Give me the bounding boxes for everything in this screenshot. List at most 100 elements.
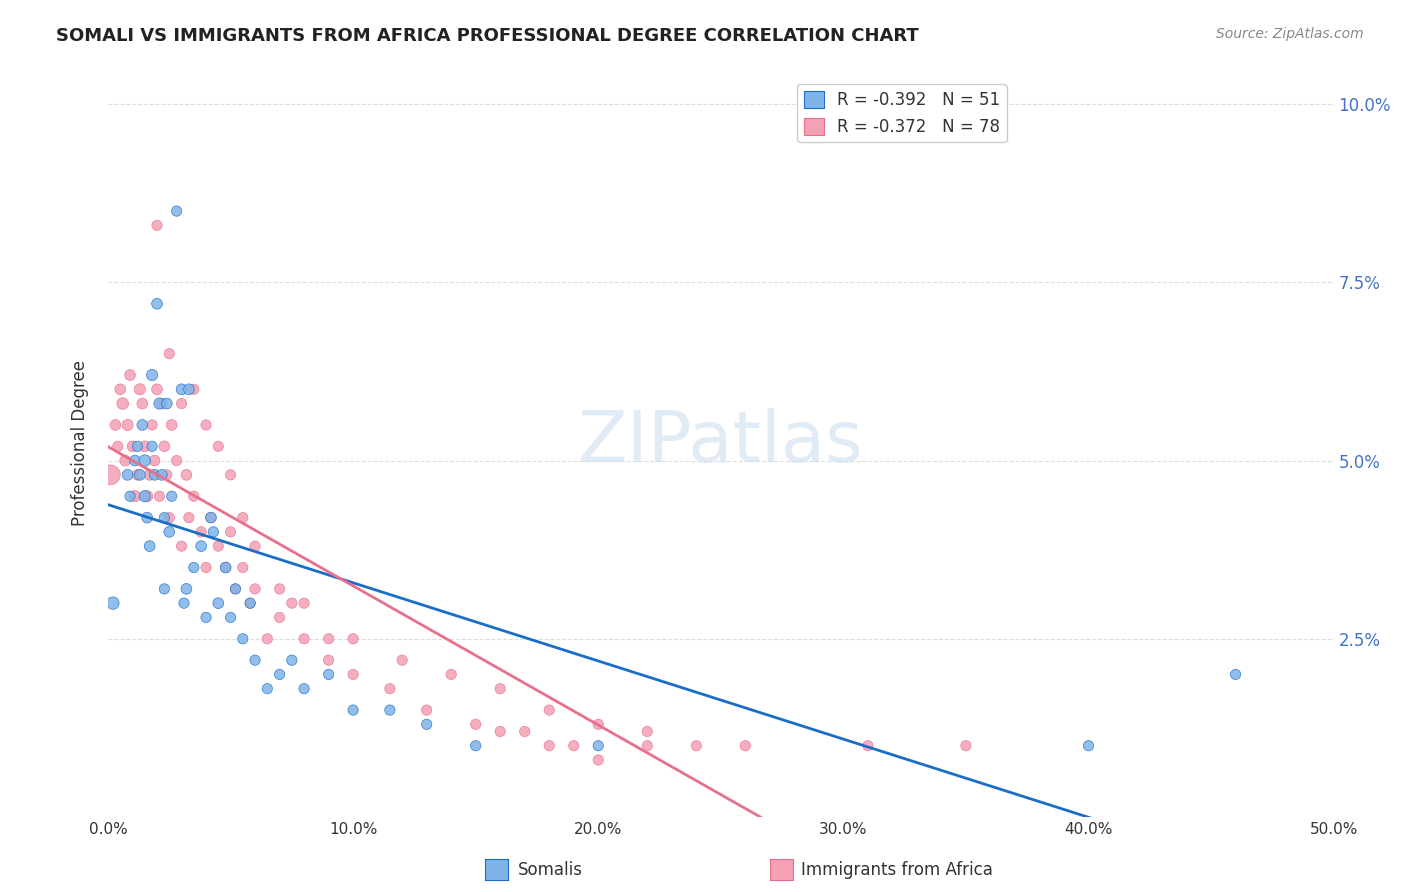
Point [239, 596, 262, 610]
Point [636, 739, 658, 753]
Point [538, 703, 561, 717]
Point [128, 382, 150, 396]
Point [224, 582, 246, 596]
Point [489, 681, 512, 696]
Point [146, 297, 169, 311]
Point [107, 439, 129, 453]
Point [128, 467, 150, 482]
Point [117, 467, 139, 482]
Point [121, 439, 143, 453]
Point [202, 524, 225, 539]
Point [177, 510, 200, 524]
Point [219, 467, 242, 482]
Point [143, 453, 166, 467]
Point [224, 582, 246, 596]
Point [166, 204, 188, 219]
Point [318, 653, 340, 667]
Point [160, 417, 183, 432]
Point [195, 560, 218, 574]
Point [138, 467, 160, 482]
Point [214, 560, 236, 574]
Point [176, 467, 198, 482]
Point [177, 382, 200, 396]
Point [856, 739, 879, 753]
Point [232, 560, 254, 574]
Point [586, 739, 609, 753]
Point [391, 653, 413, 667]
Point [239, 596, 262, 610]
Point [195, 417, 218, 432]
Point [219, 610, 242, 624]
Point [131, 396, 153, 410]
Point [114, 453, 136, 467]
Point [538, 739, 561, 753]
Point [292, 632, 315, 646]
Legend: R = -0.392   N = 51, R = -0.372   N = 78: R = -0.392 N = 51, R = -0.372 N = 78 [797, 85, 1007, 143]
Text: Somalis: Somalis [517, 861, 582, 879]
Point [207, 539, 229, 553]
Point [150, 467, 173, 482]
Point [143, 467, 166, 482]
Point [138, 539, 160, 553]
Point [378, 703, 401, 717]
Point [183, 489, 205, 503]
Y-axis label: Professional Degree: Professional Degree [72, 359, 89, 525]
Point [200, 510, 222, 524]
Point [170, 382, 193, 396]
Point [207, 439, 229, 453]
Point [1225, 667, 1247, 681]
Point [200, 510, 222, 524]
Point [153, 439, 176, 453]
Point [141, 368, 163, 382]
Point [440, 667, 463, 681]
Point [170, 539, 193, 553]
Text: Source: ZipAtlas.com: Source: ZipAtlas.com [1216, 27, 1364, 41]
Point [342, 667, 364, 681]
Point [146, 382, 169, 396]
Point [256, 681, 278, 696]
Point [157, 346, 180, 360]
Point [415, 717, 437, 731]
Point [342, 632, 364, 646]
Point [219, 524, 242, 539]
Point [127, 467, 149, 482]
Point [195, 610, 218, 624]
Point [281, 653, 304, 667]
Point [141, 417, 163, 432]
Point [292, 596, 315, 610]
Point [148, 396, 170, 410]
Point [157, 510, 180, 524]
Point [214, 560, 236, 574]
Point [156, 467, 179, 482]
Point [111, 396, 134, 410]
Point [131, 417, 153, 432]
Point [176, 582, 198, 596]
Point [464, 739, 486, 753]
Point [156, 396, 179, 410]
Point [170, 396, 193, 410]
Point [269, 582, 291, 596]
Point [256, 632, 278, 646]
Point [124, 453, 146, 467]
Point [104, 417, 127, 432]
Point [269, 610, 291, 624]
Point [586, 753, 609, 767]
Point [118, 489, 141, 503]
Point [281, 596, 304, 610]
Point [318, 667, 340, 681]
Point [110, 382, 132, 396]
Point [136, 510, 159, 524]
Point [586, 717, 609, 731]
Point [190, 539, 212, 553]
Point [562, 739, 585, 753]
Point [734, 739, 756, 753]
Point [118, 368, 141, 382]
Point [318, 632, 340, 646]
Text: Immigrants from Africa: Immigrants from Africa [801, 861, 993, 879]
Point [150, 396, 173, 410]
Point [148, 489, 170, 503]
Point [134, 439, 156, 453]
Point [157, 524, 180, 539]
Point [166, 453, 188, 467]
Point [685, 739, 707, 753]
